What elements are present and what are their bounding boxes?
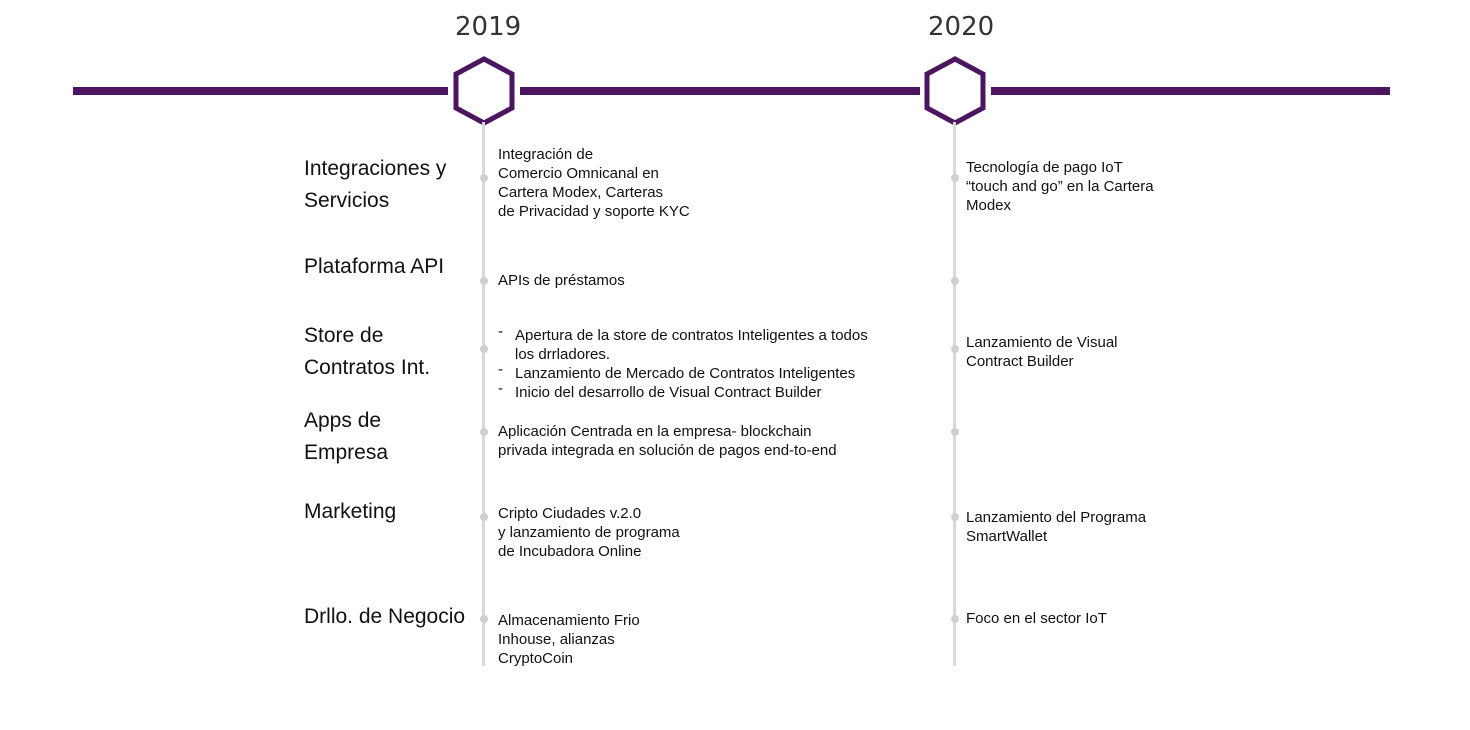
row-marker <box>480 174 488 182</box>
timeline-bar-right <box>991 87 1390 95</box>
row-marker <box>951 513 959 521</box>
entry-2019-integraciones: Integración de Comercio Omnicanal en Car… <box>498 146 690 220</box>
bullet-text: Apertura de la store de contratos Inteli… <box>515 327 868 363</box>
list-item: - Inicio del desarrollo de Visual Contrac… <box>498 380 873 402</box>
row-marker <box>951 428 959 436</box>
timeline-vertical-2020 <box>953 122 956 666</box>
entry-2019-negocio: Almacenamiento Frio Inhouse, alianzas Cr… <box>498 612 640 667</box>
row-marker <box>480 345 488 353</box>
bullet-text: Inicio del desarrollo de Visual Contract… <box>515 384 822 401</box>
category-label-marketing: Marketing <box>304 500 397 523</box>
category-label-integraciones: Integraciones y Servicios <box>304 157 447 212</box>
entry-2019-marketing: Cripto Ciudades v.2.0 y lanzamiento de p… <box>498 505 680 560</box>
row-marker <box>951 174 959 182</box>
hexagon-marker-2020 <box>924 56 986 126</box>
entry-2019-store-contratos-list: - Apertura de la store de contratos Intel… <box>498 323 873 402</box>
timeline-vertical-2019 <box>482 122 485 666</box>
entry-2020-integraciones: Tecnología de pago IoT “touch and go” en… <box>966 159 1154 214</box>
dash-bullet: - <box>498 323 503 340</box>
entry-2019-plataforma-api: APIs de préstamos <box>498 272 625 289</box>
hexagon-marker-2019 <box>453 56 515 126</box>
bullet-text: Lanzamiento de Mercado de Contratos Inte… <box>515 365 856 382</box>
category-label-negocio: Drllo. de Negocio <box>304 605 466 628</box>
category-label-plataforma-api: Plataforma API <box>304 255 445 278</box>
row-marker <box>951 615 959 623</box>
dash-bullet: - <box>498 380 503 397</box>
list-item: - Lanzamiento de Mercado de Contratos Int… <box>498 361 873 383</box>
entry-2020-marketing: Lanzamiento del Programa SmartWallet <box>966 509 1147 545</box>
entry-2020-negocio: Foco en el sector IoT <box>966 610 1107 627</box>
row-marker <box>480 513 488 521</box>
category-label-apps-empresa: Apps de Empresa <box>304 409 389 464</box>
dash-bullet: - <box>498 361 503 378</box>
list-item: - Apertura de la store de contratos Intel… <box>498 323 873 364</box>
timeline-bar-middle <box>520 87 920 95</box>
category-label-store-contratos: Store de Contratos Int. <box>304 324 431 379</box>
row-marker <box>480 615 488 623</box>
timeline-bar-left <box>73 87 448 95</box>
row-marker <box>480 277 488 285</box>
row-marker <box>951 345 959 353</box>
year-label-2020: 2020 <box>928 12 995 42</box>
row-marker <box>951 277 959 285</box>
entry-2019-apps-empresa: Aplicación Centrada en la empresa- block… <box>498 423 837 459</box>
row-marker <box>480 428 488 436</box>
year-label-2019: 2019 <box>455 12 522 42</box>
entry-2020-store-contratos: Lanzamiento de Visual Contract Builder <box>966 334 1118 370</box>
